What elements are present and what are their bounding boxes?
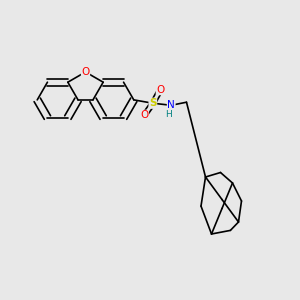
Text: S: S: [149, 98, 157, 108]
Text: O: O: [140, 110, 148, 120]
Text: N: N: [167, 100, 175, 110]
Text: H: H: [165, 110, 172, 119]
Text: O: O: [156, 85, 164, 95]
Text: O: O: [81, 67, 90, 77]
